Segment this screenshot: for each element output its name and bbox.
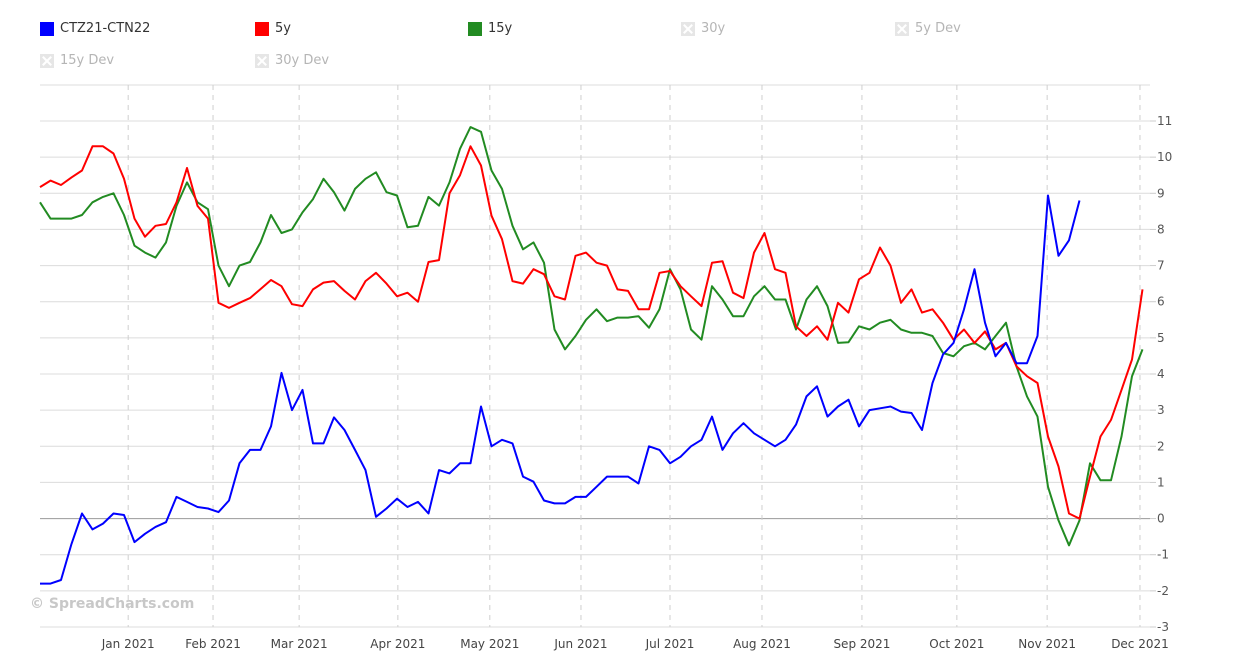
y-tick-label: 1: [1157, 475, 1165, 489]
y-tick-label: 9: [1157, 186, 1165, 200]
disabled-x-icon: [40, 53, 54, 68]
legend-item-30y-dev[interactable]: 30y Dev: [255, 53, 329, 68]
disabled-x-icon: [895, 21, 909, 36]
series-ctz21-ctn22: [40, 194, 1081, 585]
series-lines: [39, 126, 1144, 585]
series-15y: [39, 126, 1144, 547]
x-tick-label: Dec 2021: [1111, 637, 1169, 651]
series-line: [39, 145, 1144, 520]
legend-item-15y[interactable]: 15y: [468, 21, 512, 36]
grid: [40, 84, 1156, 628]
y-tick-label: 6: [1157, 295, 1165, 309]
legend-label: 30y: [701, 21, 726, 36]
legend-label: 15y: [488, 21, 513, 36]
series-line: [40, 194, 1081, 585]
y-tick-label: 4: [1157, 367, 1165, 381]
x-tick-label: Jan 2021: [101, 637, 155, 651]
y-tick-label: 10: [1157, 150, 1172, 164]
legend-color-swatch: [468, 21, 482, 36]
y-tick-label: 11: [1157, 114, 1172, 128]
legend-label: 5y Dev: [915, 21, 961, 36]
y-tick-label: -2: [1157, 584, 1169, 598]
disabled-x-icon: [255, 53, 269, 68]
x-tick-label: Nov 2021: [1018, 637, 1076, 651]
y-tick-label: 8: [1157, 222, 1165, 236]
y-tick-label: 0: [1157, 512, 1165, 526]
watermark: © SpreadCharts.com: [30, 596, 195, 612]
legend-label: 5y: [275, 21, 291, 36]
x-tick-label: Apr 2021: [370, 637, 425, 651]
y-tick-label: 5: [1157, 331, 1165, 345]
x-gridlines: [127, 85, 1141, 627]
x-axis: Jan 2021 Feb 2021 Mar 2021 Apr 2021 May 2021…: [101, 637, 1169, 651]
y-tick-label: 2: [1157, 439, 1165, 453]
x-tick-label: Mar 2021: [271, 637, 328, 651]
legend-color-swatch: [40, 21, 54, 36]
legend-item-5y-dev[interactable]: 5y Dev: [895, 21, 961, 36]
legend-color-swatch: [255, 21, 269, 36]
x-tick-label: Sep 2021: [833, 637, 890, 651]
series-line: [39, 126, 1144, 547]
legend-label: 30y Dev: [275, 53, 330, 68]
x-tick-label: Oct 2021: [929, 637, 984, 651]
legend-item-5y[interactable]: 5y: [255, 21, 291, 36]
legend-item-30y[interactable]: 30y: [681, 21, 725, 36]
x-tick-label: Aug 2021: [733, 637, 791, 651]
disabled-x-icon: [681, 21, 695, 36]
x-tick-label: Feb 2021: [185, 637, 241, 651]
x-tick-label: May 2021: [460, 637, 519, 651]
x-tick-label: Jun 2021: [553, 637, 607, 651]
y-tick-label: -1: [1157, 548, 1169, 562]
y-tick-label: 7: [1157, 259, 1165, 273]
legend-item-15y-dev[interactable]: 15y Dev: [40, 53, 114, 68]
legend-label: CTZ21-CTN22: [60, 21, 151, 36]
series-5y: [39, 145, 1144, 520]
legend-label: 15y Dev: [60, 53, 115, 68]
y-tick-label: -3: [1157, 620, 1169, 634]
x-tick-label: Jul 2021: [645, 637, 695, 651]
y-tick-label: 3: [1157, 403, 1165, 417]
legend-item-ctz21-ctn22[interactable]: CTZ21-CTN22: [40, 21, 150, 36]
